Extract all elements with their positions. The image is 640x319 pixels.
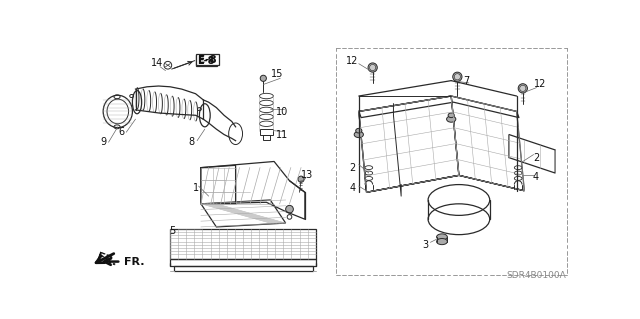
Bar xyxy=(170,258,316,266)
Text: 4: 4 xyxy=(349,183,356,193)
Text: 10: 10 xyxy=(276,107,289,117)
Circle shape xyxy=(260,75,266,81)
Circle shape xyxy=(520,85,526,92)
Circle shape xyxy=(298,176,304,182)
Bar xyxy=(260,129,273,135)
Text: 12: 12 xyxy=(346,56,359,66)
Bar xyxy=(174,266,312,271)
Text: SDR4B0100A: SDR4B0100A xyxy=(506,271,566,280)
Text: 1: 1 xyxy=(193,183,198,193)
Circle shape xyxy=(454,74,460,80)
Circle shape xyxy=(518,84,527,93)
Bar xyxy=(196,55,217,66)
Circle shape xyxy=(368,63,378,72)
Text: 14: 14 xyxy=(151,58,163,68)
Text: 9: 9 xyxy=(100,137,106,147)
Ellipse shape xyxy=(448,113,454,118)
Bar xyxy=(170,229,316,258)
Text: 2: 2 xyxy=(532,152,539,163)
Ellipse shape xyxy=(354,131,364,137)
Ellipse shape xyxy=(436,239,447,245)
Text: 3: 3 xyxy=(423,240,429,250)
Text: 2: 2 xyxy=(349,163,356,173)
Text: 11: 11 xyxy=(276,130,289,139)
Ellipse shape xyxy=(356,128,362,133)
Ellipse shape xyxy=(447,116,456,122)
Text: 15: 15 xyxy=(271,69,284,79)
Text: 4: 4 xyxy=(533,172,539,182)
Text: 12: 12 xyxy=(534,79,546,90)
Text: 5: 5 xyxy=(170,226,175,236)
Text: 7: 7 xyxy=(463,76,470,85)
Text: FR.: FR. xyxy=(95,251,118,267)
Circle shape xyxy=(285,205,293,213)
Text: 6: 6 xyxy=(118,127,125,137)
Bar xyxy=(262,135,270,140)
Bar xyxy=(196,55,219,65)
Text: E-8: E-8 xyxy=(198,55,216,65)
Text: 8: 8 xyxy=(189,137,195,147)
Ellipse shape xyxy=(436,234,447,240)
Text: E-8: E-8 xyxy=(198,56,215,66)
Circle shape xyxy=(369,64,376,70)
Text: FR.: FR. xyxy=(104,256,145,267)
Text: 13: 13 xyxy=(301,170,314,180)
Circle shape xyxy=(452,72,462,81)
